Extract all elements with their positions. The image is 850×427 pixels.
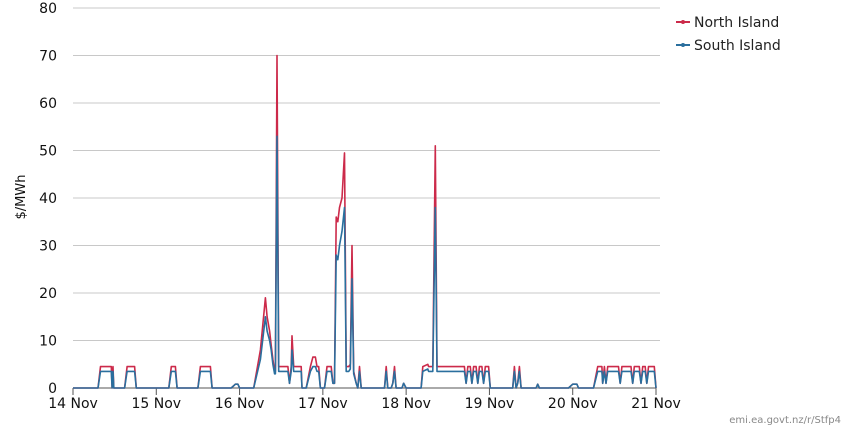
legend[interactable]: North Island South Island [676, 15, 781, 54]
y-tick-label: 80 [39, 1, 57, 17]
y-tick-label: 0 [48, 381, 57, 397]
y-tick-label: 20 [39, 286, 57, 302]
x-tick-label: 15 Nov [131, 396, 181, 412]
legend-label: North Island [694, 15, 779, 31]
series-lines [73, 56, 656, 389]
x-tick-label: 21 Nov [631, 396, 681, 412]
y-tick-label: 10 [39, 334, 57, 350]
y-tick-label: 60 [39, 96, 57, 112]
x-tick-label: 18 Nov [381, 396, 431, 412]
y-tick-label: 40 [39, 191, 57, 207]
y-axis-label: $/MWh [14, 175, 29, 220]
x-axis: 14 Nov 15 Nov 16 Nov 17 Nov 18 Nov 19 Nov 20 N… [48, 388, 681, 412]
x-tick-label: 17 Nov [298, 396, 348, 412]
legend-label: South Island [694, 38, 781, 54]
y-tick-label: 50 [39, 144, 57, 160]
source-link[interactable]: emi.ea.govt.nz/r/Stfp4 [729, 415, 841, 426]
x-tick-label: 19 Nov [465, 396, 515, 412]
series-line-south-island [73, 136, 656, 388]
legend-marker [681, 20, 685, 24]
legend-marker [681, 43, 685, 47]
y-axis: 0 10 20 30 40 50 60 70 80 [39, 1, 57, 397]
x-tick-label: 16 Nov [215, 396, 265, 412]
series-line-north-island [73, 56, 656, 389]
y-tick-label: 30 [39, 239, 57, 255]
x-tick-label: 14 Nov [48, 396, 98, 412]
legend-item-south-island[interactable]: South Island [676, 38, 781, 54]
y-tick-label: 70 [39, 49, 57, 65]
x-tick-label: 20 Nov [548, 396, 598, 412]
grid-lines [73, 8, 660, 341]
legend-item-north-island[interactable]: North Island [676, 15, 779, 31]
